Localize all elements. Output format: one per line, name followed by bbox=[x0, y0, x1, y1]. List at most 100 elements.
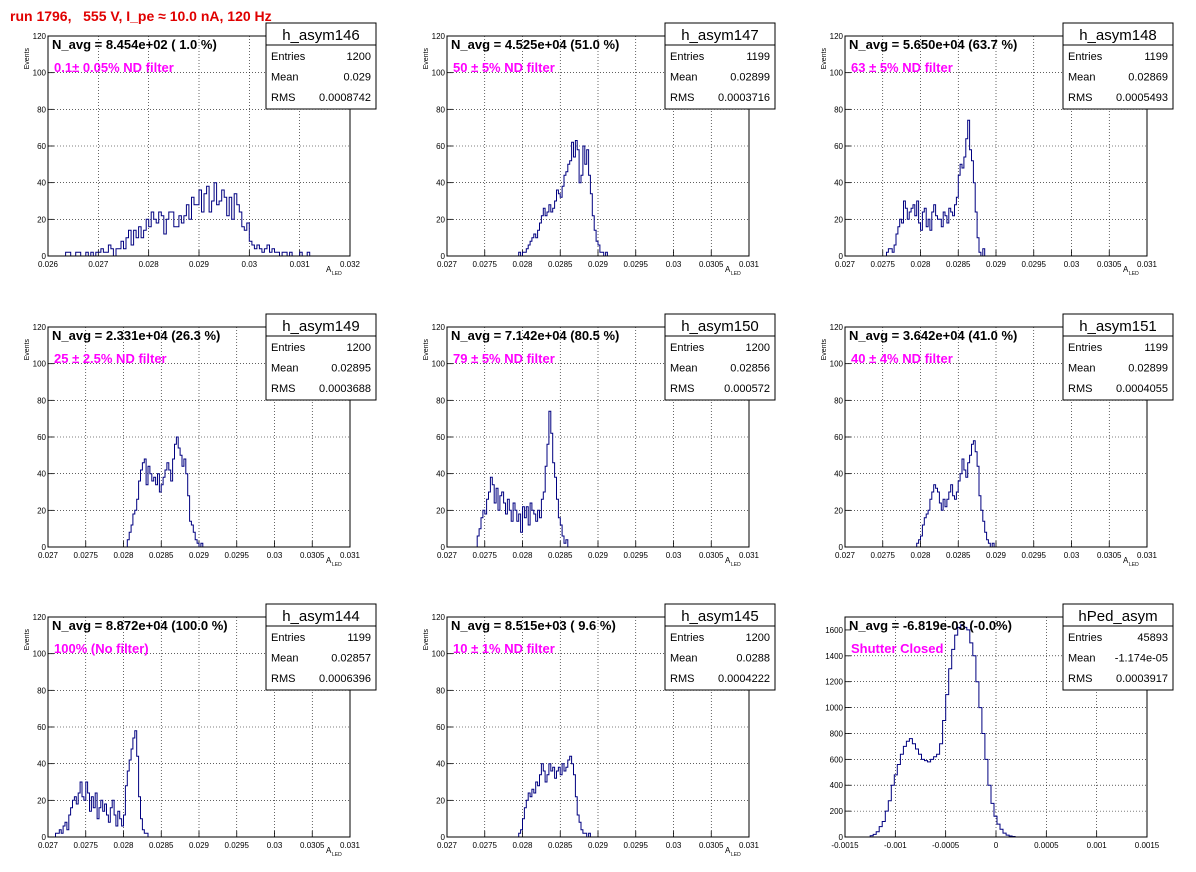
y-tick-label: 80 bbox=[436, 105, 445, 114]
x-tick-label: 0.029 bbox=[189, 551, 210, 560]
x-tick-label: 0.027 bbox=[38, 551, 59, 560]
y-tick-label: 400 bbox=[830, 781, 844, 790]
stats-mean-value: -1.174e-05 bbox=[1115, 653, 1168, 665]
x-tick-label: 0.0285 bbox=[946, 260, 971, 269]
x-tick-label: 0.028 bbox=[113, 841, 134, 850]
x-tick-label: 0.0305 bbox=[699, 260, 724, 269]
x-tick-label: 0.0285 bbox=[548, 260, 573, 269]
y-tick-label: 60 bbox=[436, 142, 445, 151]
histogram-line bbox=[518, 755, 591, 838]
x-axis-label: A bbox=[1123, 556, 1129, 565]
histogram-name: h_asym144 bbox=[282, 608, 360, 625]
stats-box bbox=[265, 603, 377, 691]
stats-mean-value: 0.02869 bbox=[1128, 72, 1168, 84]
y-tick-label: 100 bbox=[830, 360, 844, 369]
y-axis-label: Events bbox=[423, 48, 430, 70]
x-tick-label: 0.0305 bbox=[300, 551, 325, 560]
stats-entries-value: 1200 bbox=[347, 51, 371, 63]
x-tick-label: 0.029 bbox=[986, 551, 1007, 560]
histogram-name: h_asym150 bbox=[681, 318, 759, 335]
y-tick-label: 40 bbox=[37, 179, 46, 188]
stats-rms-label: RMS bbox=[1068, 92, 1092, 104]
x-tick-label: 0.031 bbox=[739, 260, 760, 269]
stats-box bbox=[1062, 603, 1174, 691]
stats-entries-label: Entries bbox=[271, 342, 306, 354]
x-axis-label: A bbox=[326, 846, 332, 855]
y-tick-label: 120 bbox=[432, 323, 446, 332]
y-tick-label: 60 bbox=[37, 142, 46, 151]
histogram-line bbox=[886, 119, 986, 257]
y-axis-label: Events bbox=[423, 339, 430, 361]
plot-frame bbox=[844, 616, 1148, 838]
y-tick-label: 120 bbox=[33, 32, 47, 41]
stats-mean-label: Mean bbox=[271, 363, 299, 375]
stats-rms-value: 0.0004222 bbox=[718, 673, 770, 685]
x-tick-label: 0.03 bbox=[267, 551, 283, 560]
stats-mean-value: 0.02899 bbox=[730, 72, 770, 84]
y-tick-label: 100 bbox=[432, 69, 446, 78]
stats-entries-label: Entries bbox=[1068, 342, 1103, 354]
x-tick-label: 0.027 bbox=[437, 260, 458, 269]
x-tick-label: 0.028 bbox=[512, 260, 533, 269]
x-tick-label: 0.026 bbox=[38, 260, 59, 269]
panel-h_asym146: 0.026 0.027 0.028 0.029 0.03 0.031 0.032 0 20 40 6… bbox=[24, 22, 377, 277]
x-tick-label: 0.0295 bbox=[624, 841, 649, 850]
x-axis-label-subscript: LED bbox=[731, 271, 741, 277]
stats-mean-value: 0.029 bbox=[343, 72, 371, 84]
stats-rms-label: RMS bbox=[1068, 383, 1092, 395]
stats-entries-value: 1199 bbox=[347, 632, 371, 644]
y-tick-label: 60 bbox=[436, 723, 445, 732]
x-tick-label: 0.028 bbox=[910, 260, 931, 269]
y-tick-label: 20 bbox=[834, 215, 843, 224]
y-axis-label: Events bbox=[821, 48, 828, 70]
filter-annotation: 50 ± 5% ND filter bbox=[453, 60, 555, 75]
histogram-name: h_asym149 bbox=[282, 318, 360, 335]
y-tick-label: 1000 bbox=[825, 704, 843, 713]
panel-h_asym148: 0.027 0.0275 0.028 0.0285 0.029 0.0295 0.03 0.0… bbox=[821, 22, 1174, 277]
x-tick-label: 0.03 bbox=[666, 551, 682, 560]
stats-entries-label: Entries bbox=[670, 342, 705, 354]
histogram-line bbox=[476, 410, 569, 547]
x-tick-label: 0.029 bbox=[588, 260, 609, 269]
x-tick-label: 0.027 bbox=[437, 551, 458, 560]
filter-annotation: 40 ± 4% ND filter bbox=[851, 351, 953, 366]
x-tick-label: 0.0005 bbox=[1034, 841, 1059, 850]
y-tick-label: 60 bbox=[37, 433, 46, 442]
plot-frame bbox=[844, 35, 1148, 257]
y-tick-label: 120 bbox=[33, 613, 47, 622]
x-axis-label: A bbox=[725, 846, 731, 855]
stats-mean-value: 0.02895 bbox=[331, 363, 371, 375]
stats-box bbox=[1062, 313, 1174, 401]
y-tick-label: 200 bbox=[830, 807, 844, 816]
stats-rms-label: RMS bbox=[670, 92, 694, 104]
n-avg-label: N_avg = 7.142e+04 (80.5 %) bbox=[451, 328, 619, 343]
x-tick-label: 0.027 bbox=[437, 841, 458, 850]
y-tick-label: 100 bbox=[830, 69, 844, 78]
y-tick-label: 120 bbox=[830, 323, 844, 332]
x-tick-label: 0.03 bbox=[666, 841, 682, 850]
x-tick-label: 0.03 bbox=[267, 841, 283, 850]
y-tick-label: 20 bbox=[834, 506, 843, 515]
x-tick-label: 0.028 bbox=[113, 551, 134, 560]
x-tick-label: 0.031 bbox=[290, 260, 311, 269]
y-axis-label: Events bbox=[24, 339, 31, 361]
y-tick-label: 1200 bbox=[825, 678, 843, 687]
y-tick-label: 80 bbox=[436, 686, 445, 695]
x-tick-label: 0.028 bbox=[910, 551, 931, 560]
x-axis-label: A bbox=[725, 556, 731, 565]
stats-rms-value: 0.0003688 bbox=[319, 383, 371, 395]
y-axis-label: Events bbox=[821, 339, 828, 361]
x-tick-label: 0.0295 bbox=[225, 841, 250, 850]
n-avg-label: N_avg = -6.819e-03 (-0.0%) bbox=[849, 618, 1012, 633]
y-tick-label: 80 bbox=[37, 686, 46, 695]
n-avg-label: N_avg = 3.642e+04 (41.0 %) bbox=[849, 328, 1017, 343]
x-axis-label: A bbox=[326, 265, 332, 274]
histogram-name: h_asym145 bbox=[681, 608, 759, 625]
histogram-line bbox=[58, 182, 311, 257]
y-tick-label: 60 bbox=[37, 723, 46, 732]
histogram-name: h_asym147 bbox=[681, 27, 759, 44]
stats-mean-value: 0.02899 bbox=[1128, 363, 1168, 375]
y-tick-label: 0 bbox=[42, 543, 47, 552]
x-tick-label: 0.03 bbox=[1064, 551, 1080, 560]
panel-hPed_asym: -0.0015 -0.001 -0.0005 0 0.0005 0.001 0.0015 0 2… bbox=[825, 603, 1174, 850]
